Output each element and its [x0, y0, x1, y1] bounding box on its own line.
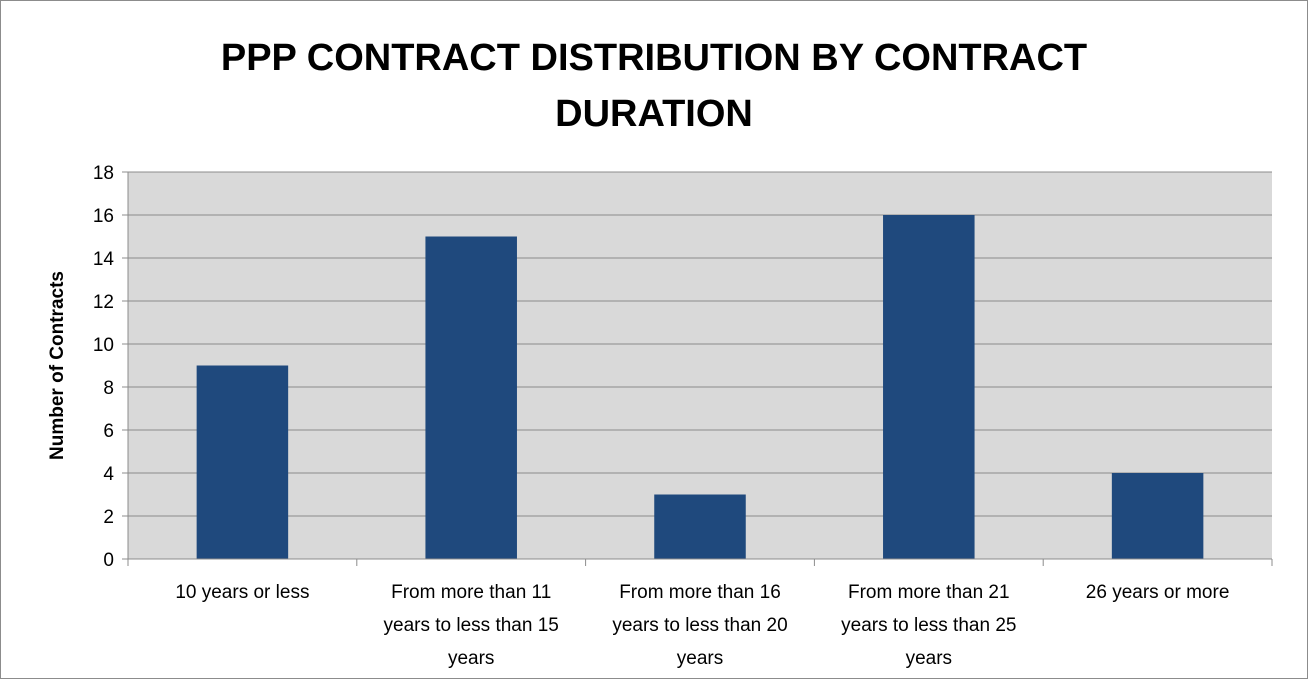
bar	[883, 215, 975, 559]
y-tick-label: 14	[93, 249, 115, 270]
x-category-label-line: years to less than 15	[384, 615, 559, 636]
bars	[196, 215, 1204, 559]
y-tick-label: 8	[103, 378, 114, 399]
y-tick-label: 10	[93, 335, 114, 356]
axes	[127, 172, 1273, 566]
y-tick-labels: 0 2 4 6 8 10 12 14 16 18	[93, 163, 115, 571]
x-category-label-line: 10 years or less	[175, 582, 309, 603]
x-category-labels: 10 years or less From more than 11 years t…	[175, 582, 1229, 669]
bar	[196, 365, 289, 559]
bar	[654, 494, 746, 559]
x-category-label-line: 26 years or more	[1086, 582, 1230, 603]
y-tick-label: 6	[103, 421, 114, 442]
x-category-label: 10 years or less	[175, 582, 309, 603]
chart-title-line-2: DURATION	[555, 93, 753, 135]
y-tick-label: 2	[103, 507, 114, 528]
x-category-label: From more than 21 years to less than 25 ye…	[841, 582, 1016, 669]
x-category-label-line: From more than 21	[848, 582, 1010, 603]
x-category-label: From more than 16 years to less than 20 ye…	[612, 582, 787, 669]
x-category-label-line: years to less than 20	[612, 615, 787, 636]
y-tick-label: 12	[93, 292, 114, 313]
x-category-label: From more than 11 years to less than 15 ye…	[384, 582, 559, 669]
y-tick-label: 4	[103, 464, 114, 485]
chart-title: PPP CONTRACT DISTRIBUTION BY CONTRACT DU…	[0, 30, 1308, 142]
y-tick-label: 0	[103, 550, 114, 571]
chart-title-line-1: PPP CONTRACT DISTRIBUTION BY CONTRACT	[220, 37, 1088, 79]
bar	[425, 236, 517, 559]
x-category-label-line: years	[448, 648, 494, 669]
x-category-label: 26 years or more	[1086, 582, 1230, 603]
y-axis-title: Number of Contracts	[47, 271, 68, 460]
x-category-label-line: years to less than 25	[841, 615, 1016, 636]
x-category-label-line: From more than 16	[619, 582, 781, 603]
y-tick-label: 18	[93, 163, 114, 184]
x-category-label-line: From more than 11	[391, 582, 551, 603]
y-tick-label: 16	[93, 206, 114, 227]
x-category-label-line: years	[677, 648, 723, 669]
bar	[1111, 473, 1204, 559]
x-category-label-line: years	[906, 648, 952, 669]
